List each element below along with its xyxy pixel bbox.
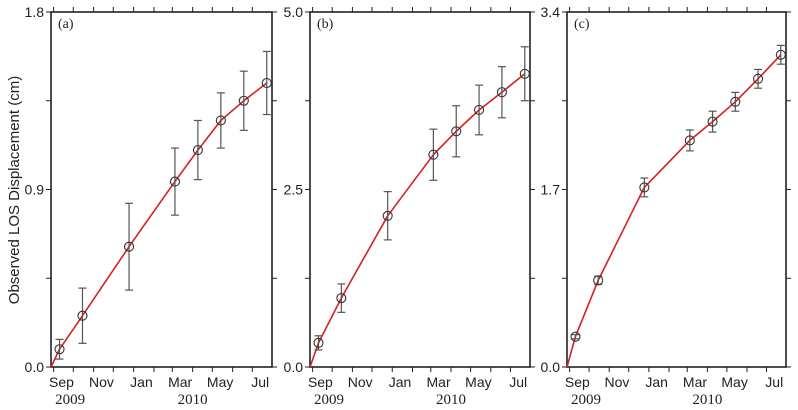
error-bar (262, 50, 271, 116)
data-point-marker (593, 275, 604, 286)
data-point-marker (238, 95, 249, 106)
x-tick-label: May (207, 374, 233, 390)
data-point-marker (313, 337, 324, 348)
error-bar (475, 84, 484, 136)
data-point-marker (451, 126, 462, 137)
error-bar (708, 110, 717, 133)
error-bar (640, 177, 649, 198)
x-tick-label: Mar (168, 374, 192, 390)
plot-frame (309, 11, 531, 368)
data-point-marker (496, 87, 507, 98)
x-tick-label: May (465, 374, 491, 390)
y-tick-label: 0.0 (284, 359, 304, 375)
x-tick-label: Jul (509, 374, 527, 390)
panel-label: (a) (58, 17, 74, 32)
data-point-marker (215, 115, 226, 126)
data-point-marker (570, 331, 581, 342)
error-bar (383, 191, 392, 241)
error-bar (429, 128, 438, 181)
error-bar (55, 338, 64, 360)
year-label-2009: 2009 (55, 392, 85, 408)
year-label-2010: 2010 (692, 392, 722, 408)
y-tick-label: 1.7 (541, 182, 561, 198)
error-bar (754, 68, 763, 89)
x-tick-label: Nov (605, 374, 630, 390)
panel-label: (b) (317, 17, 334, 32)
data-point-marker (382, 210, 393, 221)
x-tick-label: Mar (427, 374, 451, 390)
model-fit-line (50, 82, 268, 368)
data-point-marker (639, 182, 650, 193)
panel-a: 0.0 0.9 1.8 Sep Nov Jan Mar May Jul 2009 2010 (a) (25, 4, 277, 408)
data-point-marker (261, 77, 272, 89)
data-point-marker (192, 145, 203, 156)
x-tick-label: Jan (389, 374, 412, 390)
error-bar (337, 283, 346, 313)
x-tick-label: Nov (89, 374, 114, 390)
data-point-marker (730, 96, 741, 107)
y-tick-label: 3.4 (541, 4, 561, 20)
data-point-marker (474, 104, 485, 116)
data-point-marker (684, 135, 695, 146)
panel-label: (c) (574, 17, 590, 32)
data-point-marker (123, 241, 135, 252)
x-tick-label: Jul (251, 374, 269, 390)
y-axis-title: Observed LOS Displacement (cm) (6, 76, 23, 304)
year-label-2009: 2009 (571, 392, 601, 408)
error-bar (125, 202, 134, 291)
error-bar (193, 119, 202, 181)
data-point-marker (775, 49, 786, 60)
x-tick-label: May (721, 374, 747, 390)
data-point-marker (519, 68, 530, 79)
x-tick-label: Jul (765, 374, 783, 390)
error-bar (731, 91, 740, 112)
data-point-marker (753, 73, 764, 84)
data-point-marker (77, 310, 88, 321)
error-bar (216, 92, 225, 149)
x-tick-label: Nov (348, 374, 373, 390)
y-tick-label: 0.9 (25, 182, 45, 198)
model-fit-line (309, 73, 526, 368)
error-bar (520, 46, 529, 102)
data-point-marker (428, 149, 439, 160)
error-bar (776, 44, 785, 65)
error-bar (78, 287, 87, 344)
year-label-2010: 2010 (436, 392, 466, 408)
error-bar (170, 147, 179, 216)
error-bar (452, 105, 461, 158)
x-tick-label: Sep (565, 374, 590, 390)
x-tick-label: Sep (49, 374, 74, 390)
data-point-marker (169, 176, 180, 187)
y-tick-label: 1.8 (25, 4, 45, 20)
panel-c: 0.0 1.7 3.4 Sep Nov Jan Mar May Jul 2009 2010 (c) (541, 4, 791, 408)
error-bar (685, 129, 694, 152)
x-tick-label: Jan (645, 374, 668, 390)
plot-frame (566, 11, 787, 368)
year-label-2009: 2009 (314, 392, 344, 408)
error-bar (497, 66, 506, 119)
error-bar (239, 70, 248, 131)
data-point-marker (707, 116, 718, 127)
model-fit-line (566, 54, 782, 368)
error-bar (571, 334, 580, 340)
y-tick-label: 0.0 (541, 359, 561, 375)
x-tick-label: Mar (683, 374, 707, 390)
data-point-marker (54, 344, 65, 355)
data-point-marker (336, 293, 347, 304)
x-tick-label: Jan (130, 374, 153, 390)
y-tick-label: 0.0 (25, 359, 45, 375)
panel-b: 0.0 2.5 5.0 Sep Nov Jan Mar May Jul 2009 2010 (b) (284, 4, 535, 408)
x-tick-label: Sep (308, 374, 333, 390)
y-tick-label: 5.0 (284, 4, 304, 20)
y-tick-label: 2.5 (284, 182, 304, 198)
year-label-2010: 2010 (178, 392, 208, 408)
